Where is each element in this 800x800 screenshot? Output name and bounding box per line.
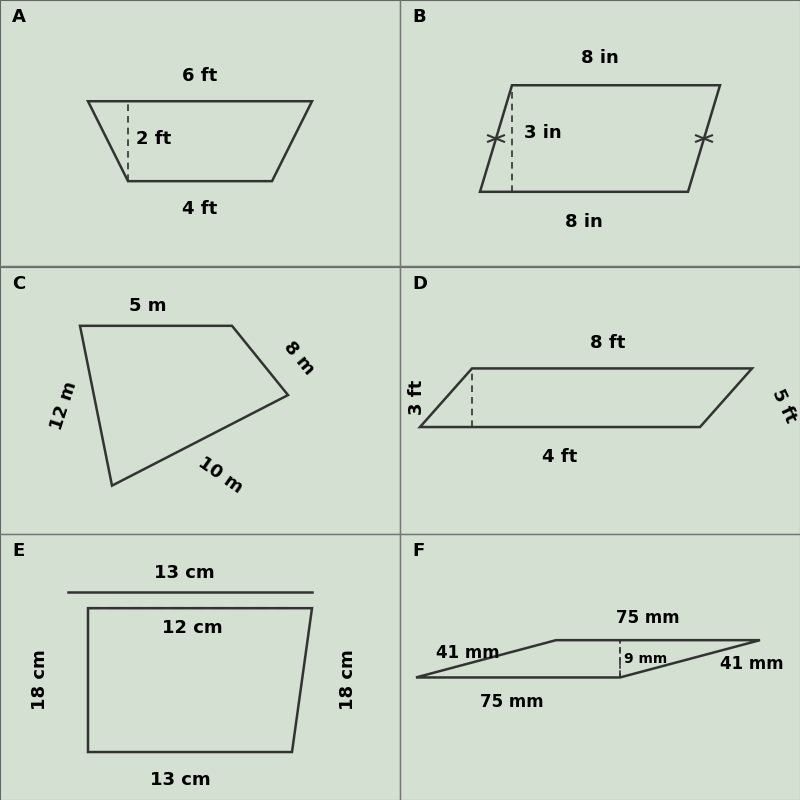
- Text: 5 m: 5 m: [130, 297, 166, 315]
- Text: 41 mm: 41 mm: [720, 655, 784, 673]
- Text: 3 in: 3 in: [524, 124, 562, 142]
- Text: 3 ft: 3 ft: [408, 380, 426, 415]
- Text: 41 mm: 41 mm: [436, 645, 500, 662]
- Text: 8 in: 8 in: [581, 49, 619, 66]
- Text: 5 ft: 5 ft: [768, 386, 799, 426]
- Text: 10 m: 10 m: [194, 454, 246, 497]
- Text: 8 m: 8 m: [280, 338, 318, 378]
- Text: 13 cm: 13 cm: [154, 563, 214, 582]
- Text: 4 ft: 4 ft: [182, 200, 218, 218]
- Text: 8 in: 8 in: [565, 213, 603, 231]
- Text: A: A: [12, 8, 26, 26]
- Text: D: D: [412, 275, 427, 293]
- Text: B: B: [412, 8, 426, 26]
- Text: 6 ft: 6 ft: [182, 67, 218, 86]
- Text: 8 ft: 8 ft: [590, 334, 626, 353]
- Text: 18 cm: 18 cm: [339, 650, 357, 710]
- Text: 75 mm: 75 mm: [616, 609, 680, 627]
- Text: E: E: [12, 542, 24, 559]
- Text: 18 cm: 18 cm: [31, 650, 49, 710]
- Text: F: F: [412, 542, 424, 559]
- Text: 13 cm: 13 cm: [150, 770, 210, 789]
- Text: 75 mm: 75 mm: [480, 694, 544, 711]
- Text: 12 cm: 12 cm: [162, 619, 222, 637]
- Text: C: C: [12, 275, 26, 293]
- Text: 2 ft: 2 ft: [136, 130, 171, 147]
- Text: 4 ft: 4 ft: [542, 448, 578, 466]
- Text: 9 mm: 9 mm: [624, 652, 667, 666]
- Text: 12 m: 12 m: [48, 379, 80, 432]
